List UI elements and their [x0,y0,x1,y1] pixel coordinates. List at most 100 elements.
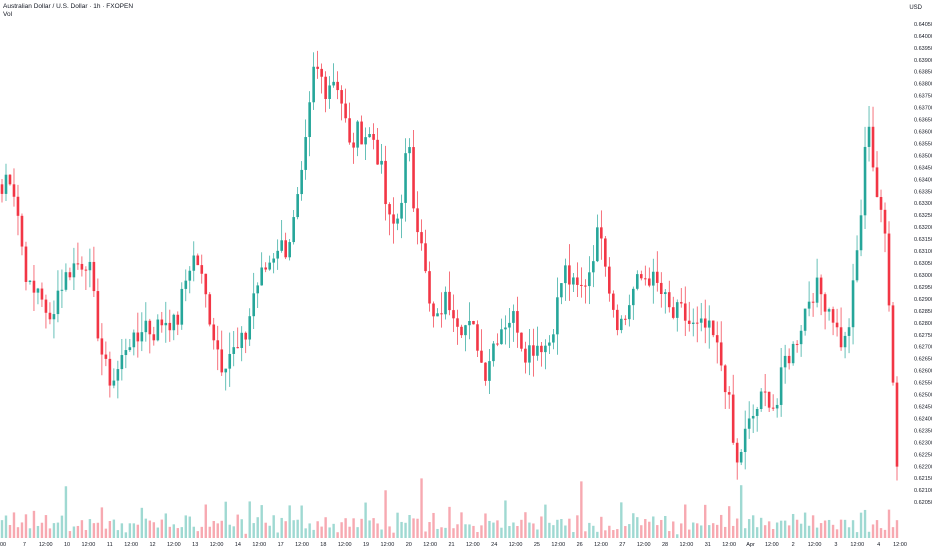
volume-bar [524,512,526,538]
volume-bar [648,522,650,538]
candle-body [872,127,875,168]
candle-body [636,274,639,289]
volume-bar [328,527,330,538]
candle-body [712,321,715,336]
volume-bar [628,524,630,538]
volume-bar [656,525,658,538]
volume-bar [496,520,498,538]
volume-bar [736,519,738,538]
y-tick-label: 0.63150 [914,237,932,243]
candle-body [336,82,339,90]
x-tick-label: 17 [278,542,284,548]
volume-bar [29,528,31,538]
candle-body [464,325,467,335]
volume-bar [9,525,11,538]
candle-body [196,256,199,266]
x-tick-label: 12:00 [381,542,395,548]
volume-bar [348,527,350,538]
volume-bar [572,532,574,538]
volume-bar [237,515,239,538]
x-tick-label: 12:00 [295,542,309,548]
volume-bar [300,506,302,538]
x-tick-label: 12:00 [765,542,779,548]
candle-body [600,227,603,238]
volume-bar [165,513,167,538]
volume-bar [848,527,850,538]
volume-bar [1,520,3,538]
candle-body [356,122,359,148]
y-tick-label: 0.62450 [914,404,932,410]
candle-body [720,342,723,365]
volume-bar [93,523,95,538]
volume-bar [636,517,638,538]
volume-bar [57,523,59,538]
time-axis[interactable]: 00 7 12:00 10 12:00 11 12:00 12 12:00 13 12:00 14 12… [0,542,907,548]
volume-bar [89,519,91,538]
y-tick-label: 0.63850 [914,70,932,76]
x-tick-label: 12:00 [850,542,864,548]
y-tick-label: 0.63600 [914,130,932,136]
candle-body [304,137,307,170]
candle-body [420,232,423,243]
volume-bar [556,520,558,538]
volume-bar [241,519,243,538]
volume-bar [860,513,862,538]
volume-bar [5,516,7,538]
volume-bar [245,534,247,538]
volume-bar [380,530,382,538]
candle-body [652,272,655,286]
candle-body [756,409,759,416]
candle-body [688,321,691,324]
volume-bar [836,529,838,538]
x-tick-label: 20 [406,542,412,548]
candle-body [736,443,739,463]
candle-body [21,216,24,247]
candle-body [9,175,12,185]
candle-body [796,344,799,345]
y-tick-label: 0.62600 [914,369,932,375]
candle-body [444,292,447,314]
candle-body [280,240,283,251]
volume-bar [33,511,35,538]
price-axis[interactable]: 0.64050 0.64000 0.63950 0.63900 0.63850 0.638… [914,22,932,506]
volume-bar [356,527,358,538]
volume-bar [476,532,478,538]
volume-bar [492,523,494,538]
x-tick-label: 7 [23,542,26,548]
volume-bar [149,521,151,538]
volume-bar [484,513,486,538]
volume-bar [776,522,778,538]
candle-body [772,408,775,409]
volume-bar [596,532,598,538]
volume-bar [97,523,99,538]
volume-bar [201,527,203,538]
volume-bar [424,532,426,538]
volume-bar [85,530,87,538]
candle-body [53,314,56,319]
candle-body [776,405,779,408]
volume-bar [768,521,770,538]
symbol-title[interactable]: Australian Dollar / U.S. Dollar · 1h · F… [3,3,133,10]
volume-bar [672,521,674,538]
volume-bar [680,523,682,538]
volume-bar [280,518,282,538]
volume-bar [312,530,314,538]
volume-bar [197,531,199,538]
candle-body [448,292,451,310]
candle-body [780,367,783,405]
candle-body [256,285,259,293]
y-tick-label: 0.62100 [914,488,932,494]
candle-body [200,265,203,274]
volume-bar [808,526,810,538]
candle-body [648,278,651,285]
x-tick-label: 31 [705,542,711,548]
candle-body [224,369,227,373]
candle-body [584,286,587,287]
volume-bar [17,527,19,538]
x-tick-label: 12:00 [252,542,266,548]
candle-body [424,243,427,271]
x-tick-label: 12 [149,542,155,548]
candle-body [157,320,160,341]
volume-bar [684,505,686,538]
